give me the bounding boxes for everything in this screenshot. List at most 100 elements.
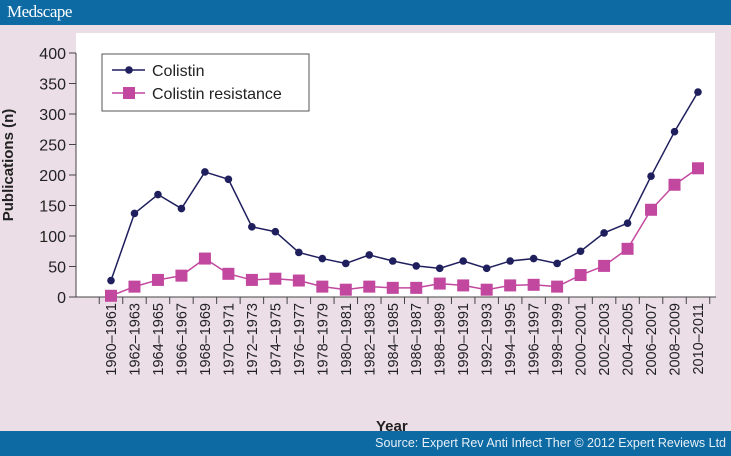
colistin-resistance-point bbox=[292, 274, 305, 287]
x-axis-label: Year bbox=[376, 418, 408, 435]
colistin-resistance-point bbox=[692, 162, 704, 175]
legend-resistance-label: Colistin resistance bbox=[152, 86, 282, 103]
footer-bar: Source: Expert Rev Anti Infect Ther © 20… bbox=[0, 431, 731, 456]
x-tick-label: 1986–1987 bbox=[409, 303, 425, 376]
colistin-point bbox=[670, 127, 679, 136]
y-tick-label: 400 bbox=[39, 46, 66, 63]
colistin-resistance-point bbox=[105, 289, 117, 302]
colistin-resistance-point bbox=[504, 279, 517, 292]
colistin-point bbox=[435, 264, 444, 273]
y-tick-label: 50 bbox=[48, 260, 66, 277]
colistin-point bbox=[600, 229, 608, 237]
y-tick-label: 250 bbox=[39, 138, 66, 155]
colistin-point bbox=[177, 204, 186, 213]
x-tick-label: 1964–1965 bbox=[151, 303, 167, 376]
header-bar: Medscape bbox=[0, 0, 731, 25]
colistin-point bbox=[647, 172, 655, 181]
colistin-resistance-point bbox=[527, 278, 540, 291]
colistin-point bbox=[482, 264, 491, 273]
x-tick-label: 1980–1981 bbox=[339, 303, 355, 376]
colistin-point bbox=[388, 257, 397, 265]
colistin-point bbox=[248, 223, 256, 231]
colistin-point bbox=[295, 248, 303, 257]
colistin-point bbox=[576, 247, 585, 256]
colistin-resistance-point bbox=[668, 178, 681, 191]
legend-colistin-marker bbox=[125, 66, 133, 74]
y-tick-label: 300 bbox=[39, 107, 66, 124]
x-tick-label: 1982–1983 bbox=[362, 303, 378, 376]
legend: Colistin Colistin resistance bbox=[101, 53, 310, 112]
colistin-resistance-point bbox=[339, 283, 352, 296]
colistin-resistance-point bbox=[175, 269, 188, 282]
colistin-resistance-point bbox=[363, 280, 376, 293]
colistin-point bbox=[342, 259, 350, 268]
colistin-resistance-point bbox=[198, 252, 211, 265]
colistin-resistance-point bbox=[457, 279, 470, 292]
colistin-resistance-point bbox=[551, 280, 564, 293]
x-tick-label: 1974–1975 bbox=[268, 303, 284, 376]
y-tick-label: 0 bbox=[57, 290, 66, 307]
x-tick-label: 2010–2011 bbox=[691, 303, 707, 375]
x-tick-label: 1994–1995 bbox=[503, 303, 519, 376]
colistin-resistance-point bbox=[621, 242, 634, 255]
x-tick-label: 1978–1979 bbox=[315, 303, 331, 376]
colistin-resistance-point bbox=[410, 281, 423, 294]
y-axis-label: Publications (n) bbox=[0, 109, 17, 222]
colistin-point bbox=[623, 219, 632, 227]
x-tick-label: 2000–2001 bbox=[574, 303, 590, 376]
x-tick-label: 1992–1993 bbox=[480, 303, 496, 376]
colistin-point bbox=[412, 262, 421, 270]
colistin-resistance-point bbox=[151, 273, 164, 286]
colistin-point bbox=[459, 257, 468, 265]
colistin-resistance-point bbox=[128, 280, 141, 293]
colistin-point bbox=[130, 209, 139, 218]
x-tick-label: 1988–1989 bbox=[433, 303, 449, 376]
source-text: Source: Expert Rev Anti Infect Ther © 20… bbox=[375, 436, 726, 450]
x-tick-label: 2008–2009 bbox=[668, 303, 684, 376]
x-tick-label: 1990–1991 bbox=[456, 303, 472, 376]
colistin-point bbox=[553, 259, 561, 268]
series-line-colistin bbox=[110, 91, 699, 281]
y-tick-label: 200 bbox=[39, 168, 66, 185]
x-tick-label: 2004–2005 bbox=[621, 303, 637, 376]
colistin-point bbox=[365, 251, 374, 259]
colistin-point bbox=[694, 88, 702, 96]
colistin-resistance-point bbox=[645, 203, 658, 216]
legend-colistin-label: Colistin bbox=[152, 63, 204, 80]
x-tick-label: 1960–1961 bbox=[104, 303, 120, 376]
colistin-point bbox=[107, 276, 115, 285]
x-tick-label: 1962–1963 bbox=[127, 303, 143, 376]
colistin-point bbox=[201, 168, 209, 176]
colistin-point bbox=[224, 175, 233, 184]
x-tick-label: 1966–1967 bbox=[174, 303, 190, 376]
y-tick-label: 350 bbox=[39, 77, 66, 94]
colistin-point bbox=[271, 227, 280, 236]
x-tick-label: 1970–1971 bbox=[221, 303, 237, 376]
y-tick-label: 150 bbox=[39, 199, 66, 216]
colistin-resistance-point bbox=[598, 259, 611, 272]
x-tick-label: 1976–1977 bbox=[292, 303, 308, 376]
x-tick-label: 2006–2007 bbox=[644, 303, 660, 376]
colistin-resistance-point bbox=[433, 277, 446, 290]
colistin-resistance-point bbox=[574, 269, 587, 282]
colistin-resistance-point bbox=[316, 280, 329, 293]
colistin-point bbox=[529, 254, 538, 263]
x-tick-label: 1998–1999 bbox=[550, 303, 566, 376]
x-tick-label: 1972–1973 bbox=[245, 303, 261, 376]
colistin-resistance-point bbox=[269, 272, 282, 285]
colistin-resistance-point bbox=[222, 267, 235, 280]
x-tick-label: 1996–1997 bbox=[527, 303, 543, 376]
colistin-resistance-point bbox=[480, 283, 493, 296]
colistin-point bbox=[154, 190, 162, 199]
x-tick-label: 1968–1969 bbox=[198, 303, 214, 376]
y-tick-label: 100 bbox=[39, 229, 66, 246]
colistin-point bbox=[318, 254, 327, 263]
medscape-logo[interactable]: Medscape bbox=[7, 2, 72, 21]
colistin-resistance-point bbox=[245, 273, 258, 286]
x-tick-label: 1984–1985 bbox=[386, 303, 402, 376]
colistin-resistance-point bbox=[386, 281, 399, 294]
x-tick-label: 2002–2003 bbox=[597, 303, 613, 376]
colistin-point bbox=[506, 257, 514, 265]
legend-resistance-marker bbox=[123, 87, 135, 99]
